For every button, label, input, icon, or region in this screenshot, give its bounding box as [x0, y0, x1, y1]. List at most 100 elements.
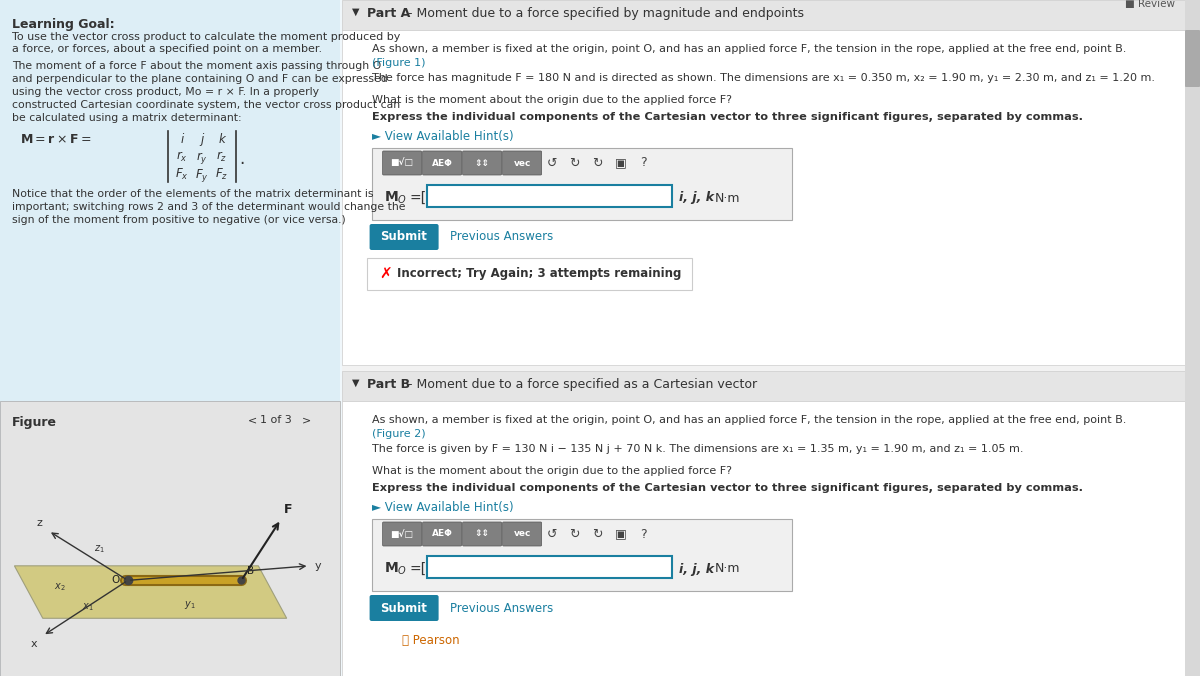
FancyBboxPatch shape [503, 151, 541, 175]
Text: $\mathbf{M} = \mathbf{r} \times \mathbf{F} =$: $\mathbf{M} = \mathbf{r} \times \mathbf{… [20, 133, 91, 146]
Text: $x_1$: $x_1$ [83, 602, 94, 613]
Text: using the vector cross product, Mo = r × F. In a properly: using the vector cross product, Mo = r ×… [12, 87, 319, 97]
Text: ▣: ▣ [614, 527, 626, 541]
Text: As shown, a member is fixed at the origin, point O, and has an applied force F, : As shown, a member is fixed at the origi… [372, 415, 1126, 425]
Text: $r_z$: $r_z$ [216, 150, 228, 164]
Text: j: j [200, 133, 204, 146]
Text: The force has magnitude F = 180 N and is directed as shown. The dimensions are x: The force has magnitude F = 180 N and is… [372, 73, 1154, 83]
Text: important; switching rows 2 and 3 of the determinant would change the: important; switching rows 2 and 3 of the… [12, 202, 406, 212]
Text: - Moment due to a force specified by magnitude and endpoints: - Moment due to a force specified by mag… [403, 7, 804, 20]
FancyBboxPatch shape [372, 148, 792, 220]
Text: >: > [302, 415, 311, 425]
Text: ✗: ✗ [379, 266, 392, 281]
Text: ↺: ↺ [546, 157, 557, 170]
Text: x: x [30, 639, 37, 649]
Text: Incorrect; Try Again; 3 attempts remaining: Incorrect; Try Again; 3 attempts remaini… [396, 268, 680, 281]
Text: What is the moment about the origin due to the applied force F?: What is the moment about the origin due … [372, 466, 732, 476]
FancyBboxPatch shape [1186, 30, 1200, 87]
Text: N·m: N·m [714, 191, 740, 205]
Text: Express the individual components of the Cartesian vector to three significant f: Express the individual components of the… [372, 483, 1082, 493]
FancyBboxPatch shape [370, 595, 439, 621]
FancyBboxPatch shape [383, 522, 421, 546]
Text: k: k [218, 133, 226, 146]
Text: ▼: ▼ [352, 7, 359, 17]
Text: ► View Available Hint(s): ► View Available Hint(s) [372, 130, 514, 143]
Text: =[: =[ [409, 191, 427, 205]
Text: .: . [239, 150, 245, 168]
Text: Part A: Part A [367, 7, 410, 20]
FancyBboxPatch shape [0, 401, 340, 676]
FancyBboxPatch shape [342, 0, 1186, 30]
Text: $z_1$: $z_1$ [94, 544, 104, 555]
Text: ■√□: ■√□ [391, 529, 414, 539]
Text: ⇕⇕: ⇕⇕ [475, 529, 490, 539]
Text: Notice that the order of the elements of the matrix determinant is: Notice that the order of the elements of… [12, 189, 373, 199]
Text: vec: vec [514, 529, 530, 539]
FancyBboxPatch shape [342, 0, 1186, 676]
Text: $r_y$: $r_y$ [196, 150, 208, 166]
FancyBboxPatch shape [342, 401, 1186, 676]
Text: Submit: Submit [380, 231, 427, 243]
Polygon shape [14, 566, 287, 619]
Text: ↻: ↻ [593, 157, 602, 170]
FancyBboxPatch shape [383, 151, 421, 175]
Text: Express the individual components of the Cartesian vector to three significant f: Express the individual components of the… [372, 112, 1082, 122]
FancyBboxPatch shape [0, 0, 340, 676]
Text: - Moment due to a force specified as a Cartesian vector: - Moment due to a force specified as a C… [403, 378, 757, 391]
Text: Part B: Part B [367, 378, 409, 391]
FancyBboxPatch shape [427, 185, 672, 207]
Text: $F_x$: $F_x$ [175, 167, 188, 182]
Text: Figure: Figure [12, 416, 58, 429]
Text: Submit: Submit [380, 602, 427, 614]
Text: N·m: N·m [714, 562, 740, 575]
Text: ▣: ▣ [614, 157, 626, 170]
Text: AEΦ: AEΦ [432, 158, 452, 168]
Text: F: F [284, 503, 293, 516]
Text: $F_z$: $F_z$ [215, 167, 229, 182]
Text: AEΦ: AEΦ [432, 529, 452, 539]
Text: Previous Answers: Previous Answers [450, 602, 553, 614]
Text: $\mathbf{M}_O$: $\mathbf{M}_O$ [384, 561, 407, 577]
Text: To use the vector cross product to calculate the moment produced by: To use the vector cross product to calcu… [12, 32, 401, 42]
Text: ▼: ▼ [352, 378, 359, 388]
FancyBboxPatch shape [342, 30, 1186, 365]
FancyBboxPatch shape [422, 151, 462, 175]
FancyBboxPatch shape [367, 258, 691, 290]
Text: ■√□: ■√□ [391, 158, 414, 168]
FancyBboxPatch shape [370, 224, 439, 250]
Text: $r_x$: $r_x$ [176, 150, 188, 164]
FancyBboxPatch shape [503, 522, 541, 546]
Text: ↻: ↻ [569, 157, 580, 170]
FancyBboxPatch shape [372, 519, 792, 591]
Text: As shown, a member is fixed at the origin, point O, and has an applied force F, : As shown, a member is fixed at the origi… [372, 44, 1126, 54]
Text: What is the moment about the origin due to the applied force F?: What is the moment about the origin due … [372, 95, 732, 105]
Text: O: O [112, 575, 119, 585]
Text: be calculated using a matrix determinant:: be calculated using a matrix determinant… [12, 113, 241, 123]
Text: vec: vec [514, 158, 530, 168]
Text: and perpendicular to the plane containing O and F can be expressed: and perpendicular to the plane containin… [12, 74, 388, 84]
Text: ?: ? [641, 157, 647, 170]
Text: (Figure 2): (Figure 2) [372, 429, 425, 439]
Text: z: z [37, 518, 43, 528]
Text: $x_2$: $x_2$ [54, 581, 66, 593]
Text: =[: =[ [409, 562, 427, 576]
Text: ?: ? [641, 527, 647, 541]
Text: i, j, k: i, j, k [679, 191, 714, 205]
Text: 1 of 3: 1 of 3 [260, 415, 292, 425]
FancyBboxPatch shape [422, 522, 462, 546]
FancyBboxPatch shape [1186, 0, 1200, 676]
FancyBboxPatch shape [427, 556, 672, 578]
Text: ► View Available Hint(s): ► View Available Hint(s) [372, 501, 514, 514]
Text: Learning Goal:: Learning Goal: [12, 18, 115, 31]
Text: ⇕⇕: ⇕⇕ [475, 158, 490, 168]
FancyBboxPatch shape [463, 151, 502, 175]
Text: <: < [248, 415, 257, 425]
Text: constructed Cartesian coordinate system, the vector cross product can: constructed Cartesian coordinate system,… [12, 100, 400, 110]
FancyBboxPatch shape [342, 371, 1186, 401]
Text: a force, or forces, about a specified point on a member.: a force, or forces, about a specified po… [12, 44, 322, 54]
Text: ↻: ↻ [593, 527, 602, 541]
Text: i, j, k: i, j, k [679, 562, 714, 575]
Text: Ⓟ Pearson: Ⓟ Pearson [402, 635, 460, 648]
Text: y: y [316, 561, 322, 571]
Text: $F_y$: $F_y$ [196, 167, 209, 184]
